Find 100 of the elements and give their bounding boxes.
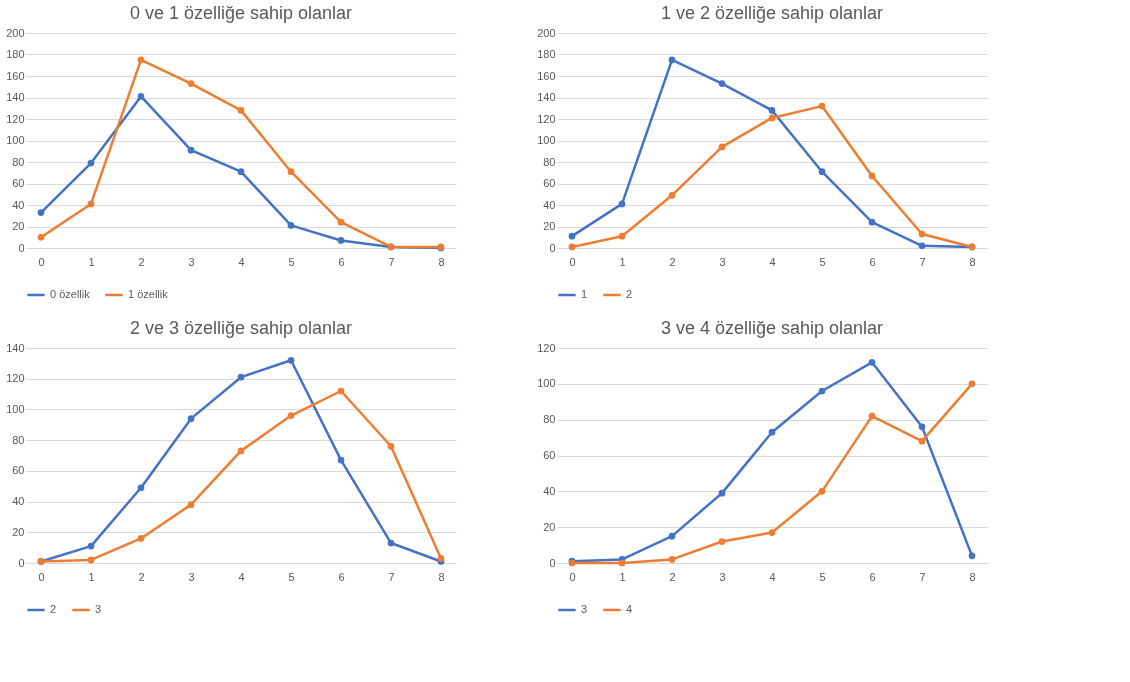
x-tick-label: 5 [288, 255, 295, 268]
y-tick-label: 80 [12, 155, 25, 168]
point [137, 484, 145, 492]
x-tick-label: 6 [338, 570, 345, 583]
point [337, 456, 345, 464]
x-tick-label: 5 [819, 570, 826, 583]
x-tick-label: 5 [819, 255, 826, 268]
x-tick-label: 3 [719, 570, 726, 583]
x-tick-label: 5 [288, 570, 295, 583]
y-tick-label: 40 [543, 198, 556, 211]
point [868, 218, 876, 226]
point [818, 102, 826, 110]
point [387, 539, 395, 547]
x-tick-label: 6 [338, 255, 345, 268]
y-tick-label: 20 [12, 220, 25, 232]
legend-label: 3 [95, 603, 102, 615]
x-tick-label: 7 [388, 255, 395, 268]
y-tick-label: 100 [537, 377, 556, 390]
y-tick-label: 60 [12, 464, 25, 477]
point [137, 535, 145, 542]
y-tick-label: 140 [6, 91, 25, 103]
x-tick-label: 1 [619, 570, 626, 583]
y-tick-label: 0 [549, 556, 556, 569]
point [618, 559, 626, 567]
y-tick-label: 60 [12, 177, 25, 189]
x-tick-label: 7 [388, 570, 395, 583]
chart-title: 3 ve 4 özelliğe sahip olanlar [660, 318, 884, 338]
point [868, 172, 876, 180]
x-tick-label: 4 [238, 570, 245, 583]
point [87, 200, 95, 208]
y-tick-label: 40 [12, 198, 25, 211]
x-tick-label: 8 [969, 255, 976, 268]
x-tick-label: 1 [88, 570, 95, 583]
y-tick-label: 40 [12, 495, 25, 508]
y-tick-label: 160 [537, 69, 556, 82]
y-tick-label: 60 [543, 449, 556, 461]
x-tick-label: 0 [38, 255, 45, 268]
y-tick-label: 60 [543, 177, 556, 189]
point [668, 56, 676, 64]
point [918, 242, 926, 250]
chart-title: 0 ve 1 özelliğe sahip olanlar [129, 3, 353, 23]
point [818, 168, 826, 176]
point [868, 412, 876, 420]
x-tick-label: 2 [669, 255, 676, 268]
x-tick-label: 8 [969, 570, 976, 583]
legend-label: 2 [50, 603, 57, 615]
y-tick-label: 160 [6, 69, 25, 82]
x-tick-label: 6 [869, 570, 876, 583]
point [618, 200, 626, 208]
y-tick-label: 80 [12, 433, 25, 446]
point [868, 358, 876, 366]
y-tick-label: 200 [6, 26, 25, 39]
x-tick-label: 7 [919, 570, 926, 583]
point [768, 114, 776, 122]
x-tick-label: 4 [769, 255, 776, 268]
point [187, 415, 195, 422]
x-tick-label: 3 [188, 570, 195, 583]
y-tick-label: 120 [6, 112, 25, 125]
x-tick-label: 6 [869, 255, 876, 268]
point [387, 442, 395, 450]
point [87, 556, 95, 564]
point [918, 423, 926, 431]
point [568, 243, 576, 251]
y-tick-label: 80 [543, 155, 556, 168]
y-tick-label: 100 [6, 402, 25, 415]
legend-label: 1 özellik [128, 288, 169, 300]
y-tick-label: 0 [18, 556, 25, 569]
point [718, 143, 726, 151]
x-tick-label: 3 [188, 255, 195, 268]
point [237, 168, 245, 176]
y-tick-label: 180 [6, 48, 25, 60]
point [918, 437, 926, 445]
y-tick-label: 100 [6, 134, 25, 146]
point [287, 412, 295, 419]
y-tick-label: 140 [537, 91, 556, 103]
y-tick-label: 120 [537, 112, 556, 125]
point [87, 542, 95, 550]
chart-title: 2 ve 3 özelliğe sahip olanlar [129, 318, 353, 338]
chart-title: 1 ve 2 özelliğe sahip olanlar [660, 3, 884, 23]
point [668, 532, 676, 540]
point [918, 230, 926, 238]
point [187, 146, 195, 154]
y-tick-label: 80 [543, 413, 556, 426]
point [287, 222, 295, 229]
y-tick-label: 100 [537, 134, 556, 146]
x-tick-label: 4 [769, 570, 776, 583]
point [237, 373, 245, 381]
y-tick-label: 20 [543, 520, 556, 533]
point [668, 556, 676, 563]
point [718, 538, 726, 545]
point [768, 529, 776, 536]
x-tick-label: 0 [38, 570, 45, 583]
point [337, 387, 345, 395]
x-tick-label: 1 [88, 255, 95, 268]
y-tick-label: 120 [537, 341, 556, 354]
x-tick-label: 0 [569, 255, 576, 268]
point [237, 447, 245, 455]
y-tick-label: 180 [537, 48, 556, 60]
x-tick-label: 8 [438, 570, 445, 583]
y-tick-label: 0 [549, 241, 556, 254]
